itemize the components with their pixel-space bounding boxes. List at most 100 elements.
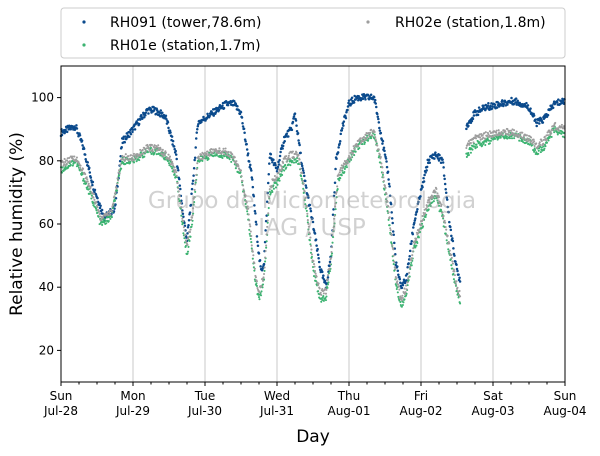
data-point xyxy=(313,232,317,235)
data-point xyxy=(109,213,112,216)
data-point xyxy=(91,180,95,184)
data-point xyxy=(139,113,143,117)
data-point xyxy=(244,140,247,143)
data-point xyxy=(411,232,415,236)
data-point xyxy=(441,211,444,214)
data-point xyxy=(281,167,284,170)
data-point xyxy=(114,203,117,206)
data-point xyxy=(197,155,200,158)
data-point xyxy=(418,197,421,200)
data-point xyxy=(251,178,254,181)
data-point xyxy=(326,276,330,279)
data-point xyxy=(421,185,424,189)
data-point xyxy=(144,111,148,114)
data-point xyxy=(549,130,552,133)
data-point xyxy=(170,165,173,168)
data-point xyxy=(467,153,470,157)
data-point xyxy=(388,185,391,188)
data-point xyxy=(180,214,183,217)
data-point xyxy=(114,196,118,200)
data-point xyxy=(396,280,399,283)
data-point xyxy=(65,162,68,165)
data-point xyxy=(246,210,249,213)
data-point xyxy=(401,296,404,300)
data-point xyxy=(407,276,410,279)
data-point xyxy=(445,196,448,199)
data-point xyxy=(239,169,243,172)
data-point xyxy=(299,167,302,170)
data-point xyxy=(306,219,309,222)
data-point xyxy=(220,154,223,157)
data-point xyxy=(334,208,337,211)
data-point xyxy=(221,150,225,153)
data-point xyxy=(415,210,419,213)
data-point xyxy=(167,153,170,156)
data-point xyxy=(304,179,307,183)
data-point xyxy=(278,154,282,158)
data-point xyxy=(340,169,343,172)
data-point xyxy=(327,272,331,275)
data-point xyxy=(215,153,218,156)
data-point xyxy=(308,203,312,207)
data-point xyxy=(411,250,414,253)
data-point xyxy=(389,202,393,206)
data-point xyxy=(476,113,480,117)
data-point xyxy=(67,166,70,169)
data-point xyxy=(327,281,330,284)
data-point xyxy=(557,129,560,132)
data-point xyxy=(346,108,349,112)
data-point xyxy=(123,155,126,158)
data-point xyxy=(314,272,317,275)
data-point xyxy=(192,174,195,177)
data-point xyxy=(174,153,178,156)
data-point xyxy=(530,136,533,139)
data-point xyxy=(180,210,183,214)
data-point xyxy=(412,247,415,250)
data-point xyxy=(318,265,321,269)
data-point xyxy=(538,141,541,144)
data-point xyxy=(196,162,199,165)
data-point xyxy=(311,217,314,220)
data-point xyxy=(443,219,446,222)
data-point xyxy=(465,155,468,159)
data-point xyxy=(262,262,266,266)
data-point xyxy=(436,157,440,160)
data-point xyxy=(273,174,276,178)
data-point xyxy=(171,167,174,170)
data-point xyxy=(423,173,426,177)
data-point xyxy=(388,224,391,227)
data-point xyxy=(247,160,251,163)
data-point xyxy=(398,277,402,281)
data-point xyxy=(387,182,391,186)
data-point xyxy=(506,137,509,140)
data-point xyxy=(427,158,431,161)
data-point xyxy=(244,194,247,197)
data-point xyxy=(456,286,459,289)
data-point xyxy=(274,178,278,181)
data-point xyxy=(413,242,416,245)
data-point xyxy=(249,237,252,241)
data-point xyxy=(322,295,325,298)
data-point xyxy=(63,157,66,161)
data-point xyxy=(173,166,176,169)
x-tick-label-day-6: Sat xyxy=(483,389,503,403)
data-point xyxy=(82,167,85,170)
data-point xyxy=(153,151,156,154)
data-point xyxy=(167,162,171,165)
data-point xyxy=(306,215,309,218)
data-point xyxy=(554,121,557,124)
data-point xyxy=(364,138,368,141)
data-point xyxy=(379,131,383,135)
data-point xyxy=(269,193,272,196)
data-point xyxy=(405,292,408,295)
data-point xyxy=(298,143,301,147)
data-point xyxy=(304,196,307,199)
data-point xyxy=(425,207,428,210)
data-point xyxy=(189,228,192,231)
data-point xyxy=(313,265,316,268)
data-point xyxy=(396,265,399,268)
data-point xyxy=(178,177,181,181)
data-point xyxy=(543,147,546,150)
data-point xyxy=(424,212,427,215)
data-point xyxy=(178,195,181,198)
